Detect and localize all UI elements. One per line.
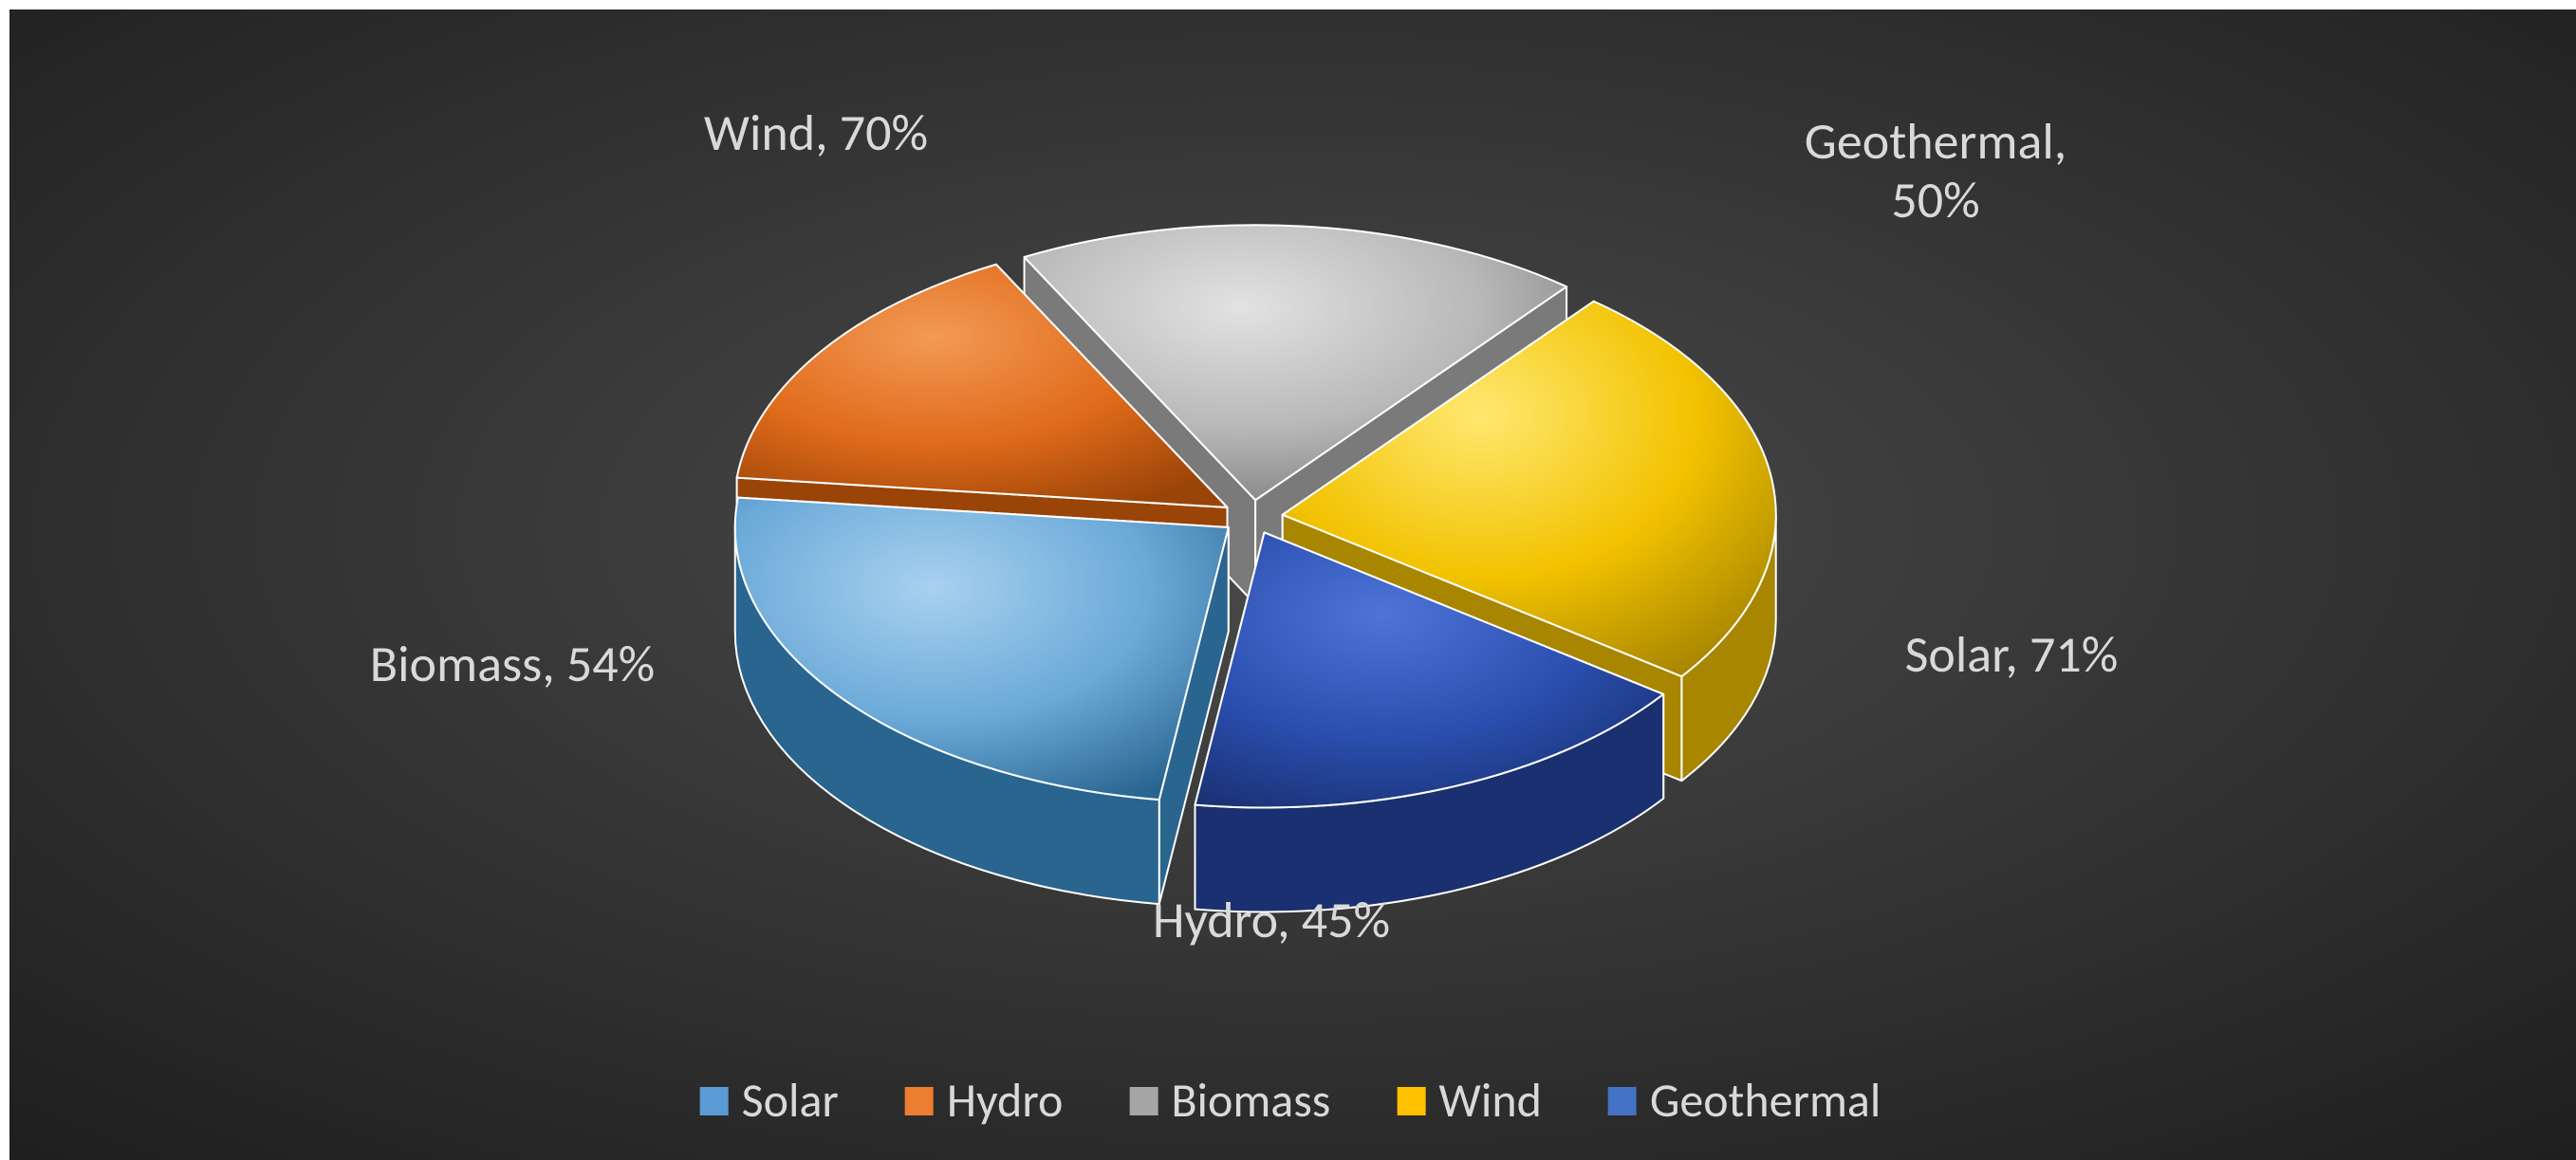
- data-label: Hydro, 45%: [1153, 891, 1390, 949]
- legend-item: Solar: [700, 1072, 839, 1130]
- legend-swatch: [1129, 1087, 1158, 1115]
- legend-item: Hydro: [905, 1072, 1063, 1130]
- legend-label: Geothermal: [1650, 1072, 1881, 1130]
- legend-swatch: [1397, 1087, 1425, 1115]
- legend-item: Biomass: [1129, 1072, 1330, 1130]
- legend-item: Wind: [1397, 1072, 1542, 1130]
- data-label: Wind, 70%: [704, 103, 928, 162]
- data-label: Solar, 71%: [1905, 625, 2119, 684]
- legend-label: Hydro: [947, 1072, 1063, 1130]
- chart-legend: Solar Hydro Biomass Wind Geothermal: [700, 1072, 1881, 1130]
- legend-swatch: [1608, 1087, 1637, 1115]
- data-label: Geothermal, 50%: [1805, 112, 2066, 230]
- legend-item: Geothermal: [1608, 1072, 1881, 1130]
- legend-label: Solar: [742, 1072, 839, 1130]
- legend-label: Wind: [1438, 1072, 1542, 1130]
- pie-chart-container: Geothermal, 50% Solar, 71% Hydro, 45% Bioma…: [0, 0, 2576, 1151]
- legend-label: Biomass: [1171, 1072, 1330, 1130]
- legend-swatch: [700, 1087, 729, 1115]
- pie-chart: [9, 9, 2576, 1160]
- data-label: Biomass, 54%: [370, 635, 656, 693]
- legend-swatch: [905, 1087, 934, 1115]
